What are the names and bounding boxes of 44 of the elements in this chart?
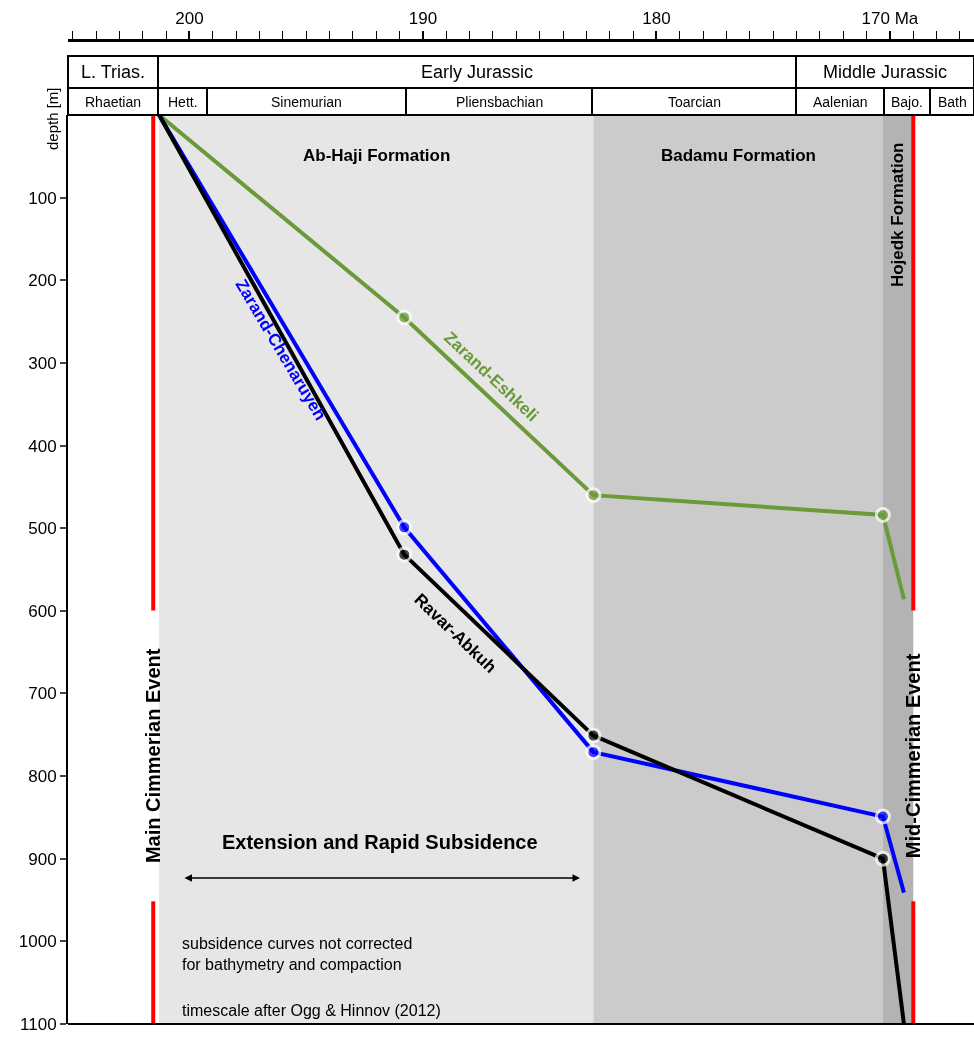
y-tick-label: 400 <box>28 436 57 456</box>
text: Middle Jurassic <box>823 62 948 82</box>
y-tick-label: 200 <box>28 271 57 291</box>
text: L. Trias. <box>81 62 146 82</box>
x-tick-label: 200 <box>175 9 204 29</box>
point <box>874 808 891 825</box>
y-tick-label: 100 <box>28 188 57 208</box>
x-tick-label: 180 <box>642 9 671 29</box>
y-tick-label: 1000 <box>18 932 57 952</box>
point <box>396 309 413 326</box>
band-label: Ab-Haji Formation <box>303 146 451 165</box>
text: Aalenian <box>813 94 868 110</box>
y-axis-title: depth [m] <box>44 87 61 150</box>
point <box>874 850 891 867</box>
text: Early Jurassic <box>421 62 534 82</box>
ref-line-label: Main Cimmerian Event <box>142 648 165 864</box>
text: Bath <box>938 94 967 110</box>
point <box>585 727 602 744</box>
ref-line-label: Mid-Cimmerian Event <box>902 653 925 859</box>
annotation: Extension and Rapid Subsidence <box>222 831 538 853</box>
point <box>585 744 602 761</box>
y-tick-label: 500 <box>28 519 57 539</box>
annotation: subsidence curves not corrected for bathymetry and compaction <box>182 935 413 973</box>
point <box>396 546 413 563</box>
y-tick-label: 1100 <box>20 1014 57 1034</box>
y-tick-label: 800 <box>28 767 57 787</box>
text: Toarcian <box>668 94 721 110</box>
point <box>585 487 602 504</box>
text: Bajo. <box>891 94 923 110</box>
point <box>396 519 413 536</box>
text: Pliensbachian <box>456 94 544 110</box>
text: Hett. <box>168 94 198 110</box>
y-tick-label: 700 <box>28 684 57 704</box>
x-tick-label: 170 Ma <box>861 9 919 29</box>
y-tick-label: 300 <box>28 353 57 373</box>
text: Sinemurian <box>271 94 342 110</box>
point <box>874 506 891 523</box>
text: Rhaetian <box>85 94 142 110</box>
band-label: Badamu Formation <box>661 146 816 165</box>
band-label: Hojedk Formation <box>888 142 908 288</box>
y-tick-label: 600 <box>28 601 57 621</box>
x-tick-label: 190 <box>408 9 438 29</box>
annotation: timescale after Ogg & Hinnov (2012) <box>182 1002 441 1019</box>
y-tick-label: 900 <box>28 849 57 869</box>
